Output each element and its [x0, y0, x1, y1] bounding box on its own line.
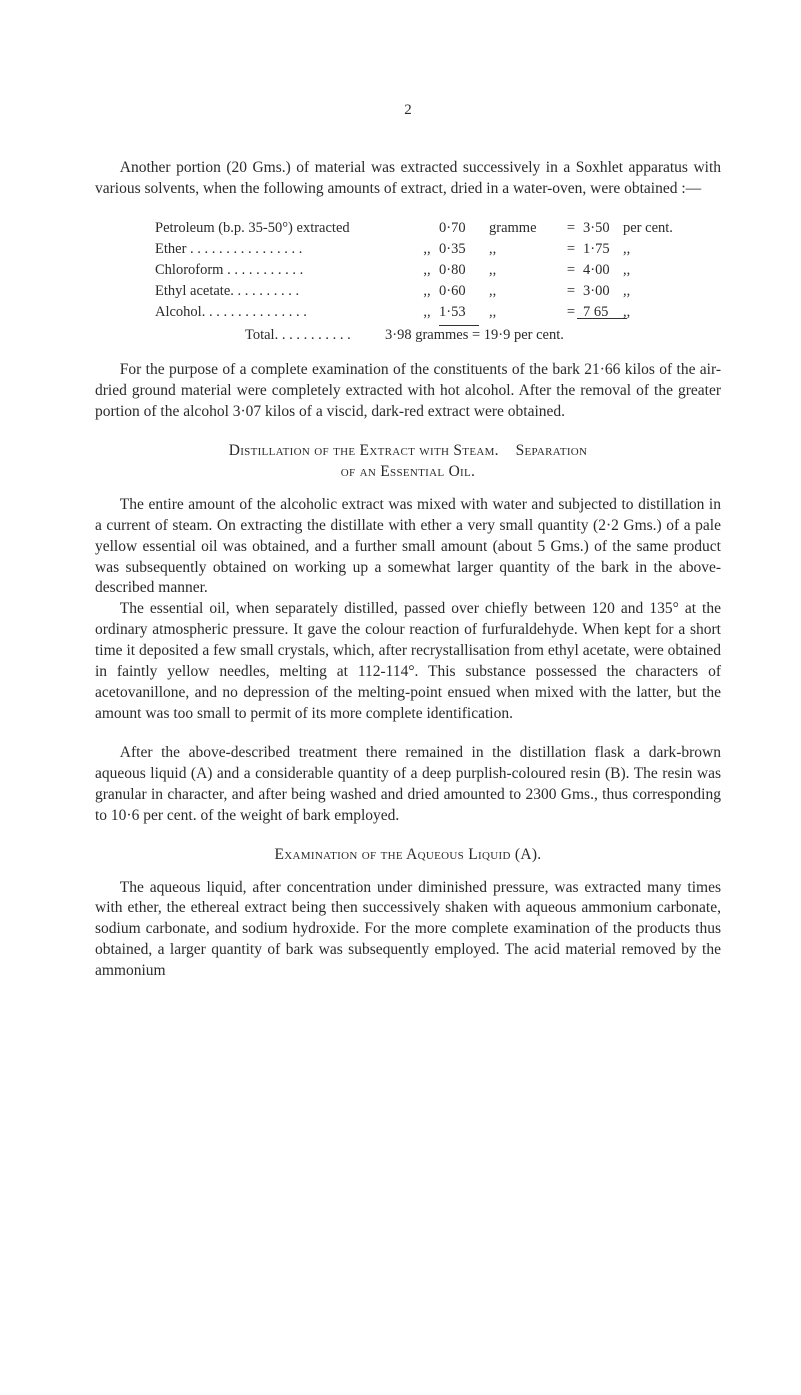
row-eq: =: [559, 281, 583, 302]
paragraph-2: For the purpose of a complete examinatio…: [95, 360, 721, 423]
table-row: Ethyl acetate. . . . . . . . . . ,, 0·60…: [155, 281, 721, 302]
section-heading-examination: Examination of the Aqueous Liquid (A).: [95, 845, 721, 866]
table-row: Petroleum (b.p. 35-50°) extracted 0·70 g…: [155, 218, 721, 239]
row-value: 0·70: [439, 218, 489, 239]
row-label: Ethyl acetate. . . . . . . . . .: [155, 281, 415, 302]
row-value: 0·60: [439, 281, 489, 302]
row-ditto: ,,: [415, 302, 439, 323]
row-ditto: ,,: [415, 281, 439, 302]
row-label: Alcohol. . . . . . . . . . . . . . .: [155, 302, 415, 323]
table-row: Ether . . . . . . . . . . . . . . . . ,,…: [155, 239, 721, 260]
row-label: Petroleum (b.p. 35-50°) extracted: [155, 218, 415, 239]
row-result-unit: ,,: [623, 239, 693, 260]
section-heading-distillation: Distillation of the Extract with Steam. …: [95, 441, 721, 483]
row-label: Ether . . . . . . . . . . . . . . . .: [155, 239, 415, 260]
row-result-unit: per cent.: [623, 218, 693, 239]
row-eq: =: [559, 239, 583, 260]
row-eq: =: [559, 302, 583, 323]
table-row: Alcohol. . . . . . . . . . . . . . . ,, …: [155, 302, 721, 323]
row-label: Chloroform . . . . . . . . . . .: [155, 260, 415, 281]
total-value: 3·98 grammes = 19·9 per cent.: [385, 325, 564, 346]
row-ditto: ,,: [415, 239, 439, 260]
row-result: 3·00: [583, 281, 623, 302]
table-row: Chloroform . . . . . . . . . . . ,, 0·80…: [155, 260, 721, 281]
paragraph-4: The essential oil, when separately disti…: [95, 599, 721, 725]
paragraph-1: Another portion (20 Gms.) of material wa…: [95, 158, 721, 200]
heading-part-b: Separation: [516, 442, 588, 459]
paragraph-6: The aqueous liquid, after concentration …: [95, 878, 721, 983]
heading-2: Examination of the Aqueous Liquid (A).: [275, 846, 542, 863]
row-result: 3·50: [583, 218, 623, 239]
row-result-unit: ,,: [623, 281, 693, 302]
row-value: 0·35: [439, 239, 489, 260]
paragraph-3: The entire amount of the alcoholic extra…: [95, 495, 721, 600]
paragraph-5: After the above-described treatment ther…: [95, 743, 721, 827]
row-unit: gramme: [489, 218, 559, 239]
total-label: Total. . . . . . . . . . .: [245, 325, 385, 346]
row-unit: ,,: [489, 302, 559, 323]
row-result: 4·00: [583, 260, 623, 281]
heading-part-a: Distillation of the Extract with Steam.: [229, 442, 499, 459]
row-result: 1·75: [583, 239, 623, 260]
row-ditto: ,,: [415, 260, 439, 281]
row-unit: ,,: [489, 239, 559, 260]
row-unit: ,,: [489, 260, 559, 281]
heading-part-c: of an Essential Oil.: [341, 463, 475, 480]
row-result-unit: ,,: [623, 302, 693, 323]
table-total-row: Total. . . . . . . . . . . 3·98 grammes …: [155, 325, 721, 346]
extraction-table: Petroleum (b.p. 35-50°) extracted 0·70 g…: [155, 218, 721, 346]
row-result-unit: ,,: [623, 260, 693, 281]
page-number: 2: [95, 100, 721, 120]
row-result: 7 65: [583, 302, 623, 323]
row-ditto: [415, 218, 439, 239]
row-unit: ,,: [489, 281, 559, 302]
row-eq: =: [559, 218, 583, 239]
row-eq: =: [559, 260, 583, 281]
row-value: 1·53: [439, 302, 489, 323]
row-value: 0·80: [439, 260, 489, 281]
